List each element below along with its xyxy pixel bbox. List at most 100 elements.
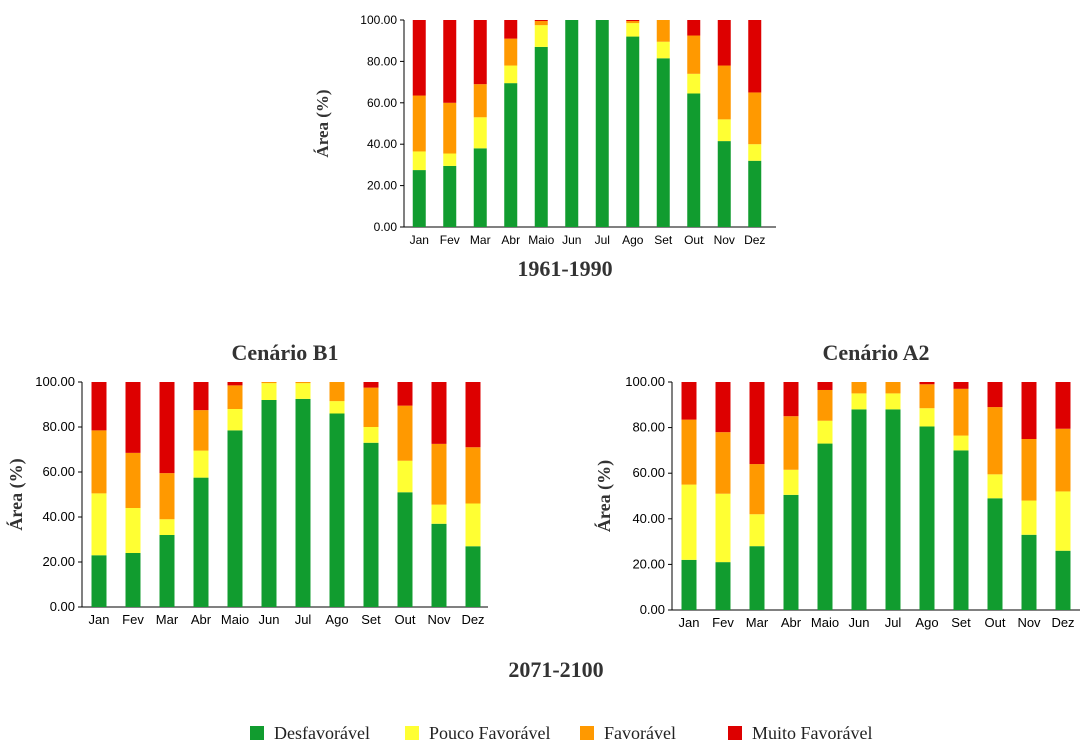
bar-segment xyxy=(473,84,487,118)
bar-segment xyxy=(504,38,518,66)
x-tick-label: Set xyxy=(361,612,381,627)
bar-segment xyxy=(91,493,107,556)
legend: Desfavorável Pouco Favorável Favorável Muit… xyxy=(250,723,872,743)
bar-segment xyxy=(363,382,379,388)
legend-swatch xyxy=(250,726,264,740)
bar-segment xyxy=(412,151,426,171)
bar-segment xyxy=(227,430,243,607)
x-tick-label: Jan xyxy=(410,233,429,247)
bar-segment xyxy=(431,443,447,505)
y-tick-label: 60.00 xyxy=(367,96,397,110)
bar-segment xyxy=(851,409,867,610)
bar-segment xyxy=(749,382,765,465)
bar-segment xyxy=(1055,491,1071,551)
x-tick-label: Ago xyxy=(622,233,644,247)
y-axis-label: Área (%) xyxy=(313,89,332,157)
x-tick-label: Mar xyxy=(746,615,769,630)
bar-segment xyxy=(748,160,762,227)
x-tick-label: Maio xyxy=(528,233,554,247)
bar-segment xyxy=(534,25,548,47)
bar-segment xyxy=(465,546,481,607)
bar-segment xyxy=(715,562,731,610)
bar-segment xyxy=(1021,534,1037,610)
y-tick-label: 0.00 xyxy=(50,599,75,614)
bar-segment xyxy=(783,416,799,470)
bar-segment xyxy=(1021,382,1037,439)
bar-segment xyxy=(193,410,209,451)
bar-segment xyxy=(748,92,762,145)
x-tick-label: Set xyxy=(951,615,971,630)
chart-cenario-a2: 0.00 20.00 40.00 60.00 80.00 100.00 Jan Fev Mar A… xyxy=(593,340,1080,630)
chart-title: Cenário B1 xyxy=(232,340,339,365)
x-tick-label: Fev xyxy=(712,615,734,630)
bar-segment xyxy=(715,382,731,433)
bar-segment xyxy=(626,21,640,24)
bar-segment xyxy=(987,498,1003,610)
bar-segment xyxy=(783,494,799,610)
bar-segment xyxy=(397,492,413,607)
bar-segment xyxy=(715,493,731,563)
bar-segment xyxy=(715,432,731,494)
legend-label: Desfavorável xyxy=(274,723,370,743)
bar-segment xyxy=(1021,439,1037,501)
bar-segment xyxy=(717,119,731,142)
bar-segment xyxy=(919,382,935,385)
bar-segment xyxy=(363,442,379,607)
y-tick-label: 20.00 xyxy=(42,554,75,569)
x-tick-label: Out xyxy=(684,233,704,247)
bar-segment xyxy=(125,452,141,508)
bar-segment xyxy=(504,65,518,84)
bar-segment xyxy=(626,36,640,228)
bar-segment xyxy=(1055,382,1071,429)
x-tick-label: Jul xyxy=(885,615,902,630)
bar-segment xyxy=(397,382,413,406)
bar-segment xyxy=(749,464,765,515)
y-tick-label: 80.00 xyxy=(632,420,665,435)
y-tick-label: 40.00 xyxy=(367,137,397,151)
x-tick-label: Set xyxy=(654,233,673,247)
x-tick-label: Nov xyxy=(1017,615,1041,630)
bar-segment xyxy=(159,382,175,474)
bar-segment xyxy=(681,419,697,485)
x-tick-label: Fev xyxy=(440,233,460,247)
bar-segment xyxy=(919,408,935,427)
bar-segment xyxy=(885,409,901,610)
bar-segment xyxy=(851,393,867,410)
bar-segment xyxy=(363,427,379,443)
bar-segment xyxy=(885,393,901,410)
x-tick-label: Dez xyxy=(461,612,484,627)
bar-segment xyxy=(1021,500,1037,535)
chart-title: Cenário A2 xyxy=(823,340,930,365)
bar-segment xyxy=(473,148,487,227)
bar-segment xyxy=(397,460,413,493)
bar-segment xyxy=(534,20,548,22)
legend-label: Favorável xyxy=(604,723,676,743)
bar-segment xyxy=(1055,550,1071,610)
bar-segment xyxy=(687,73,701,94)
bar-segment xyxy=(443,165,457,227)
x-tick-label: Maio xyxy=(221,612,249,627)
bar-segment xyxy=(687,93,701,227)
y-tick-label: 0.00 xyxy=(640,602,665,617)
y-tick-label: 40.00 xyxy=(42,509,75,524)
x-tick-label: Jun xyxy=(259,612,280,627)
x-tick-label: Jan xyxy=(89,612,110,627)
y-tick-label: 60.00 xyxy=(632,465,665,480)
y-axis-label: Área (%) xyxy=(593,460,615,532)
bar-segment xyxy=(851,382,867,394)
bar-segment xyxy=(473,20,487,85)
bar-segment xyxy=(681,382,697,420)
bar-segment xyxy=(329,401,345,414)
x-tick-label: Fev xyxy=(122,612,144,627)
bar-segment xyxy=(717,141,731,227)
bar-segment xyxy=(953,382,969,389)
bar-segment xyxy=(504,83,518,227)
legend-swatch xyxy=(405,726,419,740)
bar-segment xyxy=(1055,428,1071,492)
bar-segment xyxy=(465,503,481,547)
bar-segment xyxy=(443,153,457,166)
bar-segment xyxy=(431,504,447,524)
x-tick-label: Out xyxy=(395,612,416,627)
bar-segment xyxy=(159,519,175,535)
bar-segment xyxy=(953,435,969,451)
